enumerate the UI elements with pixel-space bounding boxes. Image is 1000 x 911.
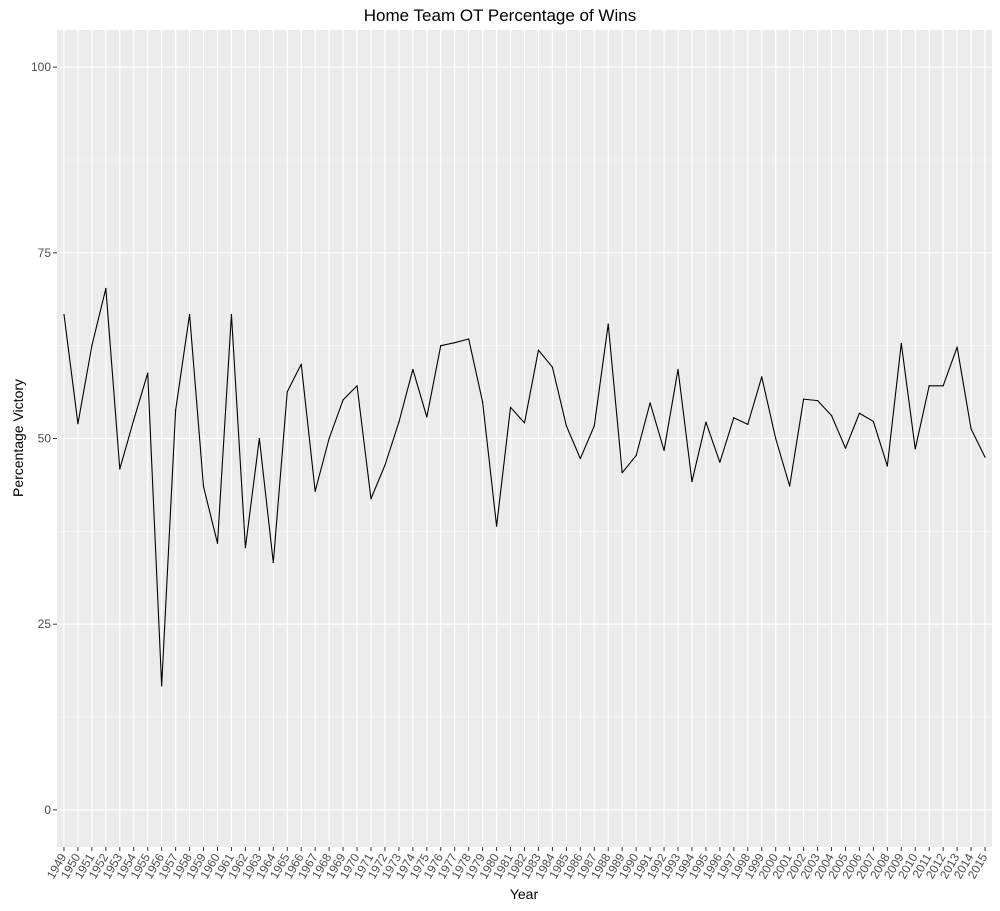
data-point [495, 525, 498, 527]
data-point [147, 372, 149, 374]
data-point [300, 363, 302, 365]
data-point [216, 542, 219, 544]
data-point [956, 346, 958, 348]
data-point [482, 401, 484, 403]
data-point [426, 416, 428, 418]
data-point [77, 423, 79, 425]
data-point [677, 368, 679, 371]
data-point [133, 419, 135, 421]
data-point [830, 414, 833, 417]
data-point [551, 366, 554, 368]
data-point [286, 391, 288, 393]
data-point [775, 437, 777, 440]
data-point [468, 338, 470, 340]
data-point [789, 485, 791, 487]
data-point [886, 465, 888, 467]
data-point [328, 437, 330, 440]
data-point [593, 425, 595, 427]
x-axis-label: Year [509, 886, 539, 902]
data-point [663, 449, 665, 451]
data-point [747, 423, 749, 425]
major-gridlines [57, 30, 992, 847]
data-point [900, 342, 902, 345]
data-point [161, 685, 163, 687]
data-point [370, 498, 372, 500]
data-point [858, 412, 861, 414]
data-point [314, 490, 316, 492]
data-point [761, 376, 763, 378]
data-point [188, 313, 191, 316]
data-point [607, 323, 609, 325]
data-point [970, 428, 972, 430]
y-tick-label: 25 [38, 617, 52, 631]
x-axis: 1949195019511952195319541955195619571958… [44, 847, 991, 881]
data-point [565, 425, 567, 427]
data-point [63, 313, 65, 316]
data-point [649, 402, 651, 404]
chart-title: Home Team OT Percentage of Wins [363, 6, 637, 25]
data-point [579, 457, 581, 460]
y-tick-label: 50 [38, 432, 52, 446]
data-point [803, 398, 805, 400]
data-point [91, 345, 93, 347]
data-point [872, 420, 874, 423]
series-layer [63, 287, 986, 687]
data-point [537, 349, 540, 351]
data-point [816, 400, 819, 402]
y-tick-label: 100 [31, 60, 51, 74]
data-point [719, 461, 721, 463]
data-point [272, 561, 274, 564]
data-point [928, 385, 930, 387]
data-point [454, 342, 456, 344]
data-point [356, 385, 358, 387]
data-point [412, 368, 414, 371]
data-point [942, 385, 944, 387]
data-point [635, 454, 637, 457]
data-point [844, 447, 847, 449]
data-point [258, 437, 260, 440]
y-tick-label: 0 [44, 803, 51, 817]
y-tick-label: 75 [38, 246, 52, 260]
data-point [440, 345, 442, 347]
data-point [691, 480, 693, 483]
data-point [105, 287, 107, 290]
data-point [230, 313, 233, 316]
data-point [733, 417, 735, 419]
data-point [244, 547, 246, 549]
data-point [398, 421, 400, 423]
data-point [984, 456, 986, 458]
data-point [509, 406, 512, 408]
data-point [523, 422, 526, 424]
data-point [621, 472, 623, 474]
data-point [202, 486, 205, 488]
data-point [705, 421, 707, 423]
data-point [342, 399, 344, 401]
data-point [384, 464, 386, 466]
y-axis: 0 25 50 75 100 [31, 60, 57, 817]
data-point [175, 409, 177, 411]
data-point [119, 468, 121, 470]
data-point [914, 448, 916, 450]
